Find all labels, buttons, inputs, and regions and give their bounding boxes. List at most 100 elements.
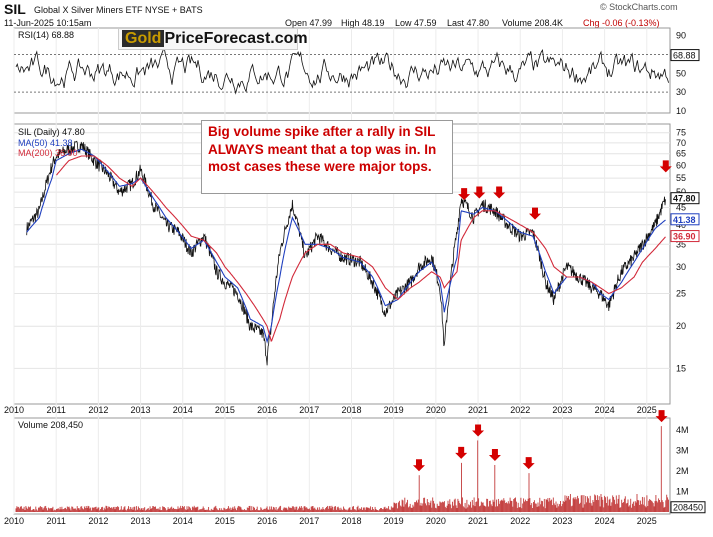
price-line	[26, 140, 666, 366]
x-tick-label: 2011	[47, 405, 66, 415]
x-tick-label: 2024	[595, 516, 615, 526]
x-tick-label: 2011	[47, 516, 66, 526]
price-tick-label: 45	[676, 203, 686, 213]
price-tick-label: 20	[676, 321, 686, 331]
price-tick-label: 30	[676, 262, 686, 272]
price-tick-label: 75	[676, 128, 686, 138]
fund-name: Global X Silver Miners ETF NYSE + BATS	[34, 5, 203, 15]
annotation-box: Big volume spike after a rally in SIL AL…	[201, 120, 453, 194]
volume-panel-frame	[13, 417, 671, 515]
x-tick-label: 2022	[510, 405, 530, 415]
x-tick-label: 2019	[384, 516, 404, 526]
volume-tick-label: 3M	[676, 446, 689, 456]
rsi-last-box	[670, 49, 700, 62]
goldpriceforecast-logo: Gold PriceForecast.com	[118, 28, 308, 50]
x-tick-label: 2023	[552, 405, 572, 415]
x-tick-label: 2016	[257, 405, 277, 415]
x-tick-label: 2021	[468, 405, 488, 415]
x-tick-label: 2016	[257, 516, 277, 526]
x-tick-label: 2014	[173, 405, 193, 415]
timestamp: 11-Jun-2025 10:15am	[4, 18, 92, 28]
rsi-line	[15, 46, 669, 95]
last-value: Last 47.80	[447, 18, 490, 28]
x-tick-label: 2018	[341, 405, 361, 415]
price-tick-label: 25	[676, 289, 686, 299]
x-tick-label: 2017	[299, 405, 319, 415]
x-tick-label: 2021	[468, 516, 488, 526]
rsi-title: RSI(14) 68.88	[18, 30, 74, 40]
down-arrow	[473, 186, 486, 199]
rsi-tick-label: 90	[676, 31, 686, 41]
down-arrow	[455, 446, 468, 459]
ma200-line	[56, 155, 666, 342]
down-arrow	[659, 160, 672, 173]
x-tick-label: 2012	[88, 516, 108, 526]
rsi-last-label: 68.88	[673, 51, 696, 61]
chart-header: SIL Global X Silver Miners ETF NYSE + BA…	[0, 0, 713, 30]
down-arrow	[458, 188, 471, 201]
volume-value: Volume 208.4K	[502, 18, 564, 28]
x-tick-label: 2014	[173, 516, 193, 526]
volume-tick-label: 2M	[676, 466, 689, 476]
last-value-box	[670, 213, 700, 226]
x-tick-label: 2010	[4, 405, 24, 415]
last-value-label: 47.80	[673, 194, 696, 204]
volume-tick-label: 4M	[676, 425, 689, 435]
price-legend-ma50: MA(50) 41.38	[18, 138, 73, 148]
volume-title: Volume 208,450	[18, 420, 83, 430]
x-tick-label: 2012	[88, 405, 108, 415]
x-tick-label: 2020	[426, 516, 446, 526]
price-tick-label: 15	[676, 363, 686, 373]
low-value: Low 47.59	[395, 18, 437, 28]
x-tick-label: 2025	[637, 405, 657, 415]
rsi-tick-label: 10	[676, 106, 686, 116]
down-arrow	[522, 457, 535, 470]
x-tick-label: 2015	[215, 405, 235, 415]
x-tick-label: 2010	[4, 516, 24, 526]
last-value-box	[670, 230, 700, 243]
last-value-label: 36.90	[673, 232, 696, 242]
x-tick-label: 2025	[637, 516, 657, 526]
x-tick-label: 2018	[341, 516, 361, 526]
price-tick-label: 55	[676, 173, 686, 183]
down-arrow	[488, 448, 501, 461]
x-tick-label: 2019	[384, 405, 404, 415]
down-arrow	[472, 424, 485, 437]
x-tick-label: 2024	[595, 405, 615, 415]
red-arrows	[412, 148, 672, 472]
last-value-label: 41.38	[673, 215, 696, 225]
price-tick-label: 60	[676, 160, 686, 170]
x-tick-label: 2013	[131, 405, 151, 415]
last-value-box	[670, 192, 700, 205]
rsi-path	[15, 46, 669, 95]
x-tick-label: 2013	[131, 516, 151, 526]
axis-labels: 7570656055504540353025201520102010201120…	[4, 31, 706, 526]
high-value: High 48.19	[341, 18, 385, 28]
price-tick-label: 65	[676, 149, 686, 159]
x-tick-label: 2015	[215, 516, 235, 526]
ticker-symbol: SIL	[4, 1, 26, 17]
x-tick-label: 2020	[426, 405, 446, 415]
ma50-line	[26, 148, 666, 344]
grid-lines	[13, 28, 670, 514]
change-value: Chg -0.06 (-0.13%)	[583, 18, 660, 28]
price-legend-ma200: MA(200) 36.90	[18, 148, 78, 158]
down-arrow	[655, 410, 668, 423]
x-tick-label: 2023	[552, 516, 572, 526]
price-tick-label: 50	[676, 187, 686, 197]
volume-tick-label: 1M	[676, 487, 689, 497]
down-arrow	[529, 207, 542, 220]
down-arrow	[412, 459, 425, 472]
price-legend-sil: SIL (Daily) 47.80	[18, 127, 85, 137]
volume-bars	[15, 426, 669, 512]
stockcharts-brand: © StockCharts.com	[600, 2, 678, 12]
x-tick-label: 2017	[299, 516, 319, 526]
open-value: Open 47.99	[285, 18, 333, 28]
price-series	[26, 140, 666, 366]
down-arrow	[493, 186, 506, 199]
price-tick-label: 35	[676, 239, 686, 249]
price-tick-label: 70	[676, 138, 686, 148]
rsi-tick-label: 30	[676, 87, 686, 97]
rsi-tick-label: 50	[676, 68, 686, 78]
